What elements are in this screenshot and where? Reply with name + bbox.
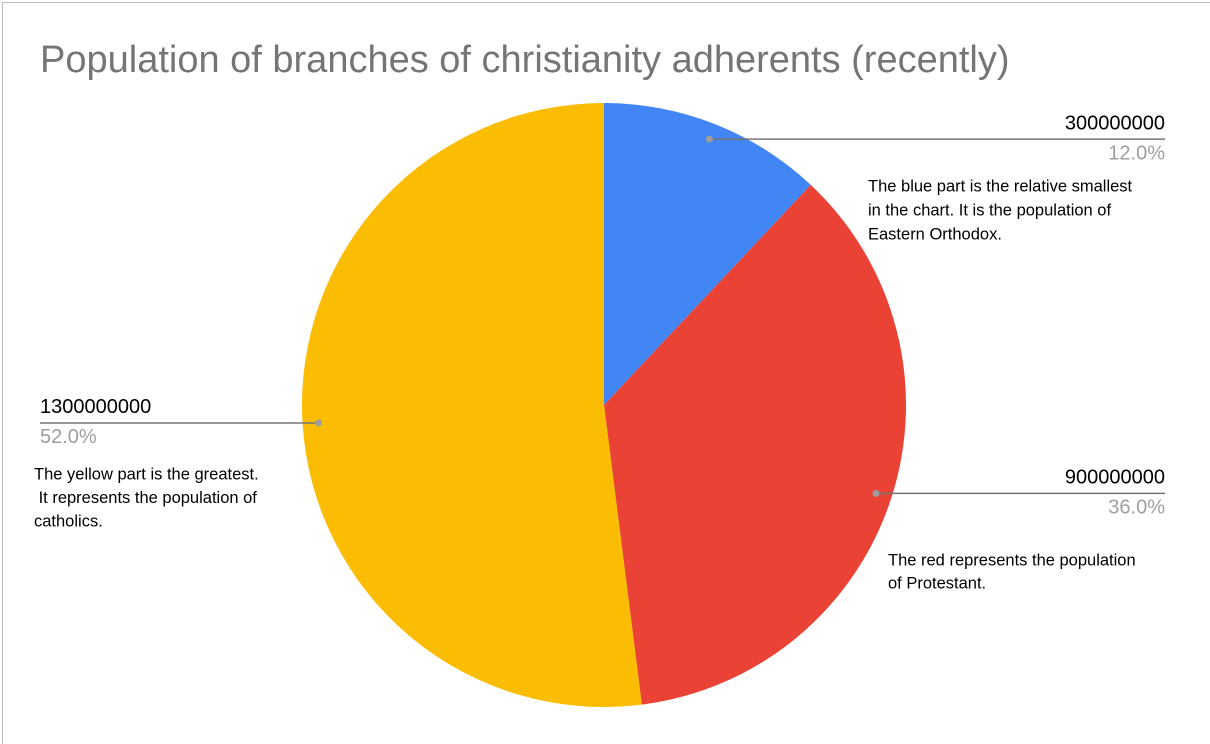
annotation: The yellow part is the greatest. — [34, 465, 259, 483]
pie-slice — [604, 103, 811, 405]
percent-label: 52.0% — [40, 426, 97, 448]
value-label: 1300000000 — [40, 396, 151, 418]
annotation: of Protestant. — [888, 574, 986, 592]
annotation: in the chart. It is the population of — [868, 201, 1111, 219]
percent-label: 36.0% — [1108, 497, 1165, 519]
annotation: Eastern Orthodox. — [868, 225, 1002, 243]
leader-dot — [705, 135, 713, 143]
chart-title: Population of branches of christianity a… — [40, 39, 1010, 81]
value-label: 300000000 — [1065, 112, 1165, 134]
pie-slice — [302, 103, 642, 707]
leader-dot — [315, 419, 323, 427]
leader-dot — [872, 489, 880, 497]
pie-slice — [604, 184, 906, 705]
value-label: 900000000 — [1065, 467, 1165, 489]
annotation: The red represents the population — [888, 551, 1136, 569]
annotation: The blue part is the relative smallest — [868, 177, 1133, 195]
percent-label: 12.0% — [1108, 142, 1165, 164]
annotation: It represents the population of — [34, 489, 257, 507]
annotation: catholics. — [34, 512, 103, 530]
